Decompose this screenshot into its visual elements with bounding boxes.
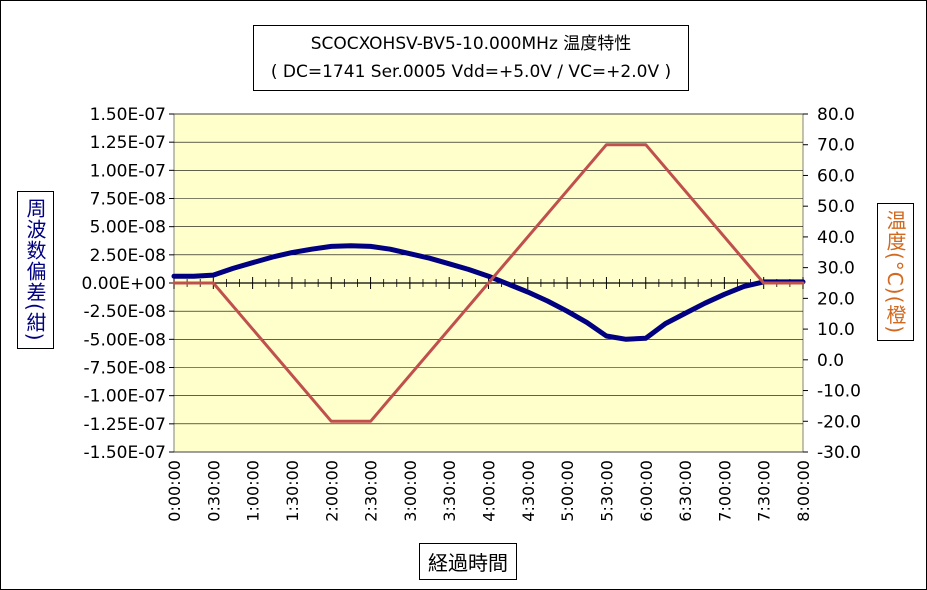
y-left-tick-label: 7.50E-08: [90, 190, 166, 210]
x-tick-label: 5:00:00: [558, 460, 577, 522]
x-tick-label: 7:30:00: [755, 460, 774, 522]
y-right-tick-label: 70.0: [817, 136, 855, 156]
x-tick-label: 6:00:00: [637, 460, 656, 522]
y-left-tick-label: -7.50E-08: [84, 359, 167, 379]
y-axis-right: 80.0 70.0 60.0 50.0 40.0 30.0 20.0 10.0 0.0 -10.0…: [803, 105, 861, 463]
x-tick-label: 3:30:00: [440, 460, 459, 522]
y-right-tick-label: 0.0: [817, 351, 844, 371]
x-tick-label: 0:30:00: [204, 460, 223, 522]
y-right-tick-label: 60.0: [817, 166, 855, 186]
x-tick-label: 6:30:00: [676, 460, 695, 522]
y-left-tick-label: 1.25E-07: [90, 133, 166, 153]
y-left-tick-label: 1.00E-07: [90, 161, 166, 181]
temperature-series-line: [172, 143, 805, 423]
series-group: [171, 143, 806, 423]
y-left-tick-label: 1.50E-07: [90, 105, 166, 125]
y-left-tick-label: -5.00E-08: [84, 330, 167, 350]
y-axis-left: 1.50E-07 1.25E-07 1.00E-07 7.50E-08 5.00E-08…: [82, 105, 174, 463]
x-tick-label: 4:00:00: [480, 460, 499, 522]
x-tick-label: 3:00:00: [401, 460, 420, 522]
y-right-tick-label: 30.0: [817, 259, 855, 279]
y-axis-right-label: 温度(°C)(橙): [877, 203, 914, 342]
y-axis-left-label: 周波数偏差(紺): [17, 191, 54, 349]
y-left-tick-label: -2.50E-08: [84, 302, 167, 322]
x-axis-label: 経過時間: [419, 543, 517, 580]
x-tick-label: 2:00:00: [322, 460, 341, 522]
x-tick-label: 7:00:00: [715, 460, 734, 522]
y-left-tick-label: 2.50E-08: [90, 246, 166, 266]
y-right-tick-label: 80.0: [817, 105, 855, 125]
x-tick-label: 2:30:00: [362, 460, 381, 522]
y-right-tick-label: 50.0: [817, 197, 855, 217]
x-tick-label: 8:00:00: [794, 460, 813, 522]
y-left-tick-label: -1.00E-07: [84, 387, 167, 407]
y-right-tick-label: 40.0: [817, 228, 855, 248]
x-tick-label: 1:30:00: [283, 460, 302, 522]
y-left-tick-label: 5.00E-08: [90, 218, 166, 238]
chart-subtitle: ( DC=1741 Ser.0005 Vdd=+5.0V / VC=+2.0V …: [270, 62, 672, 82]
x-tick-label: 0:00:00: [165, 460, 184, 522]
frequency-series-line: [171, 243, 806, 342]
y-right-tick-label: 20.0: [817, 289, 855, 309]
y-right-tick-label: -10.0: [817, 382, 861, 402]
chart-title: SCOCXOHSV-BV5-10.000MHz 温度特性: [310, 34, 632, 54]
y-right-tick-label: -20.0: [817, 412, 861, 432]
y-right-tick-label: 10.0: [817, 320, 855, 340]
y-left-tick-label: 0.00E+00: [82, 274, 166, 294]
y-left-tick-label: -1.50E-07: [84, 443, 167, 463]
x-axis: 0:00:00 0:30:00 1:00:00 1:30:00 2:00:00 2:30:…: [165, 277, 813, 522]
x-tick-label: 5:30:00: [597, 460, 616, 522]
x-tick-label: 1:00:00: [244, 460, 263, 522]
y-right-tick-label: -30.0: [817, 443, 861, 463]
y-left-tick-label: -1.25E-07: [84, 415, 167, 435]
chart-title-box: SCOCXOHSV-BV5-10.000MHz 温度特性 ( DC=1741 S…: [253, 25, 689, 91]
x-tick-label: 4:30:00: [519, 460, 538, 522]
